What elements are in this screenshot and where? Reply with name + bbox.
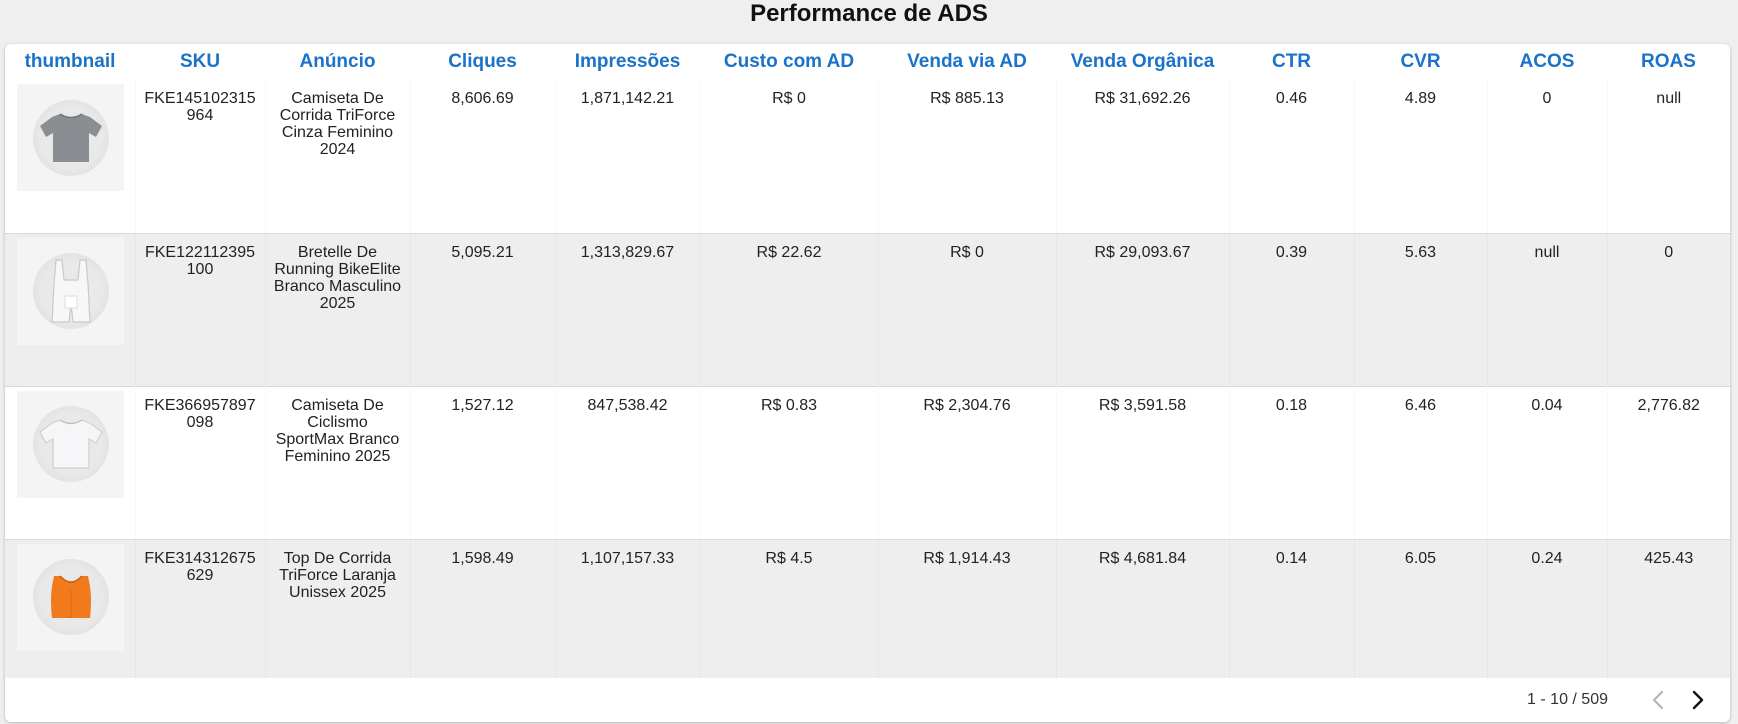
table-row[interactable]: FKE145102315964 Camiseta De Corrida TriF…: [5, 80, 1730, 233]
venda-ad-cell: R$ 1,914.43: [878, 538, 1056, 679]
cvr-cell: 6.46: [1354, 385, 1487, 539]
impressoes-cell: 1,871,142.21: [555, 80, 700, 233]
table-row[interactable]: FKE314312675629 Top De Corrida TriForce …: [5, 538, 1730, 679]
custo-cell: R$ 22.62: [700, 232, 878, 386]
table-row[interactable]: FKE122112395100 Bretelle De Running Bike…: [5, 232, 1730, 386]
thumbnail-cell: [5, 385, 135, 539]
cvr-cell: 4.89: [1354, 80, 1487, 233]
roas-cell: null: [1607, 80, 1730, 233]
column-header-roas[interactable]: ROAS: [1641, 51, 1696, 72]
thumbnail-cell: [5, 538, 135, 679]
sku-cell: FKE122112395100: [135, 232, 265, 386]
ctr-cell: 0.39: [1229, 232, 1354, 386]
column-header-cliques[interactable]: Cliques: [448, 51, 517, 72]
column-header-venda-via-ad[interactable]: Venda via AD: [907, 51, 1027, 72]
ads-performance-table-card: thumbnail SKU Anúncio Cliques Impressões…: [5, 44, 1730, 722]
sku-cell: FKE145102315964: [135, 80, 265, 233]
ctr-cell: 0.18: [1229, 385, 1354, 539]
ctr-cell: 0.14: [1229, 538, 1354, 679]
prev-page-button[interactable]: [1640, 682, 1676, 718]
acos-cell: 0.04: [1487, 385, 1607, 539]
column-header-venda-organica[interactable]: Venda Orgânica: [1070, 51, 1215, 72]
ads-performance-table: thumbnail SKU Anúncio Cliques Impressões…: [5, 44, 1730, 679]
anuncio-cell: Bretelle De Running BikeElite Branco Mas…: [265, 232, 410, 386]
venda-ad-cell: R$ 0: [878, 232, 1056, 386]
impressoes-cell: 1,313,829.67: [555, 232, 700, 386]
acos-cell: 0: [1487, 80, 1607, 233]
sku-cell: FKE314312675629: [135, 538, 265, 679]
page-title: Performance de ADS: [750, 0, 988, 27]
custo-cell: R$ 0: [700, 80, 878, 233]
column-header-ctr[interactable]: CTR: [1271, 51, 1312, 72]
product-thumbnail: [17, 543, 124, 651]
orange-top-icon: [50, 575, 91, 618]
product-thumbnail: [17, 237, 124, 345]
next-page-button[interactable]: [1680, 682, 1716, 718]
roas-cell: 425.43: [1607, 538, 1730, 679]
anuncio-cell: Camiseta De Corrida TriForce Cinza Femin…: [265, 80, 410, 233]
column-header-anuncio[interactable]: Anúncio: [299, 51, 376, 72]
gray-tshirt-icon: [39, 112, 102, 162]
table-row[interactable]: FKE366957897098 Camiseta De Ciclismo Spo…: [5, 385, 1730, 539]
cliques-cell: 5,095.21: [410, 232, 555, 386]
custo-cell: R$ 4.5: [700, 538, 878, 679]
chevron-right-icon: [1692, 690, 1704, 710]
product-thumbnail: [17, 84, 124, 191]
custo-cell: R$ 0.83: [700, 385, 878, 539]
column-header-acos[interactable]: ACOS: [1519, 51, 1575, 72]
pagination-range: 1 - 10 / 509: [1527, 691, 1608, 708]
column-header-cvr[interactable]: CVR: [1400, 51, 1441, 72]
table-header-row: thumbnail SKU Anúncio Cliques Impressões…: [5, 44, 1730, 80]
pagination-bar: 1 - 10 / 509: [5, 678, 1730, 722]
cliques-cell: 1,527.12: [410, 385, 555, 539]
venda-organica-cell: R$ 31,692.26: [1056, 80, 1229, 233]
roas-cell: 2,776.82: [1607, 385, 1730, 539]
sku-cell: FKE366957897098: [135, 385, 265, 539]
cliques-cell: 8,606.69: [410, 80, 555, 233]
column-header-thumbnail[interactable]: thumbnail: [24, 51, 116, 72]
white-tshirt-icon: [38, 419, 103, 469]
roas-cell: 0: [1607, 232, 1730, 386]
column-header-impressoes[interactable]: Impressões: [574, 51, 681, 72]
acos-cell: null: [1487, 232, 1607, 386]
venda-ad-cell: R$ 2,304.76: [878, 385, 1056, 539]
venda-ad-cell: R$ 885.13: [878, 80, 1056, 233]
anuncio-cell: Top De Corrida TriForce Laranja Unissex …: [265, 538, 410, 679]
cvr-cell: 5.63: [1354, 232, 1487, 386]
column-header-custo-com-ad[interactable]: Custo com AD: [723, 51, 855, 72]
thumbnail-cell: [5, 80, 135, 233]
white-bib-shorts-icon: [50, 259, 91, 323]
acos-cell: 0.24: [1487, 538, 1607, 679]
cvr-cell: 6.05: [1354, 538, 1487, 679]
column-header-sku[interactable]: SKU: [179, 51, 221, 72]
venda-organica-cell: R$ 3,591.58: [1056, 385, 1229, 539]
cliques-cell: 1,598.49: [410, 538, 555, 679]
ctr-cell: 0.46: [1229, 80, 1354, 233]
chevron-left-icon: [1652, 690, 1664, 710]
product-thumbnail: [17, 390, 124, 498]
venda-organica-cell: R$ 29,093.67: [1056, 232, 1229, 386]
impressoes-cell: 1,107,157.33: [555, 538, 700, 679]
thumbnail-cell: [5, 232, 135, 386]
venda-organica-cell: R$ 4,681.84: [1056, 538, 1229, 679]
impressoes-cell: 847,538.42: [555, 385, 700, 539]
anuncio-cell: Camiseta De Ciclismo SportMax Branco Fem…: [265, 385, 410, 539]
